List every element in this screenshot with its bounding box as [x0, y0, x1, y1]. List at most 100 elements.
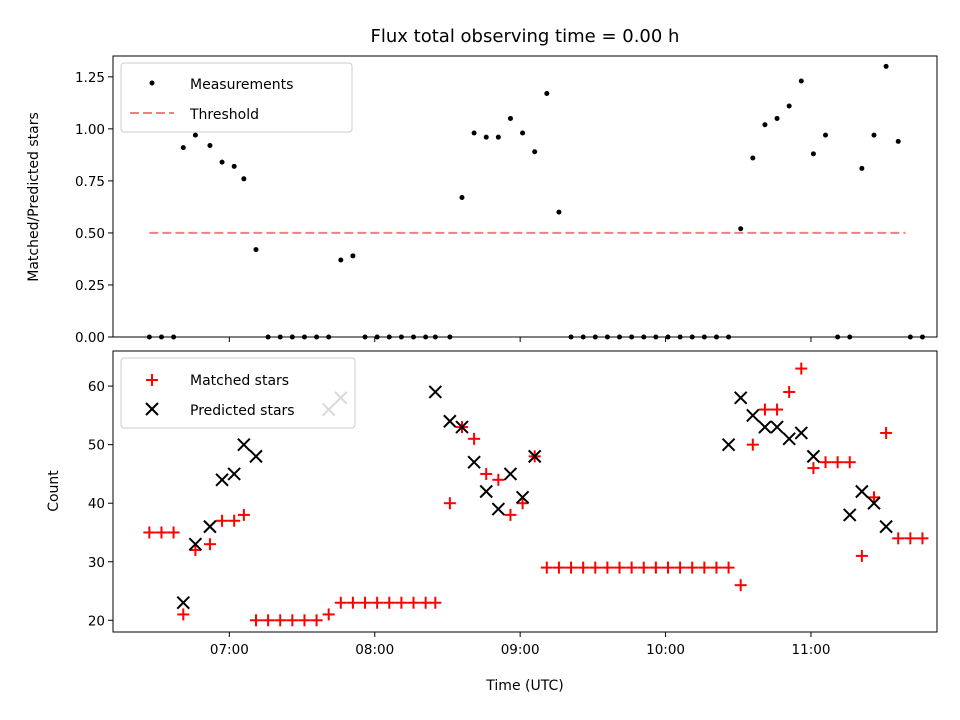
matched-star-point: [216, 514, 229, 527]
matched-star-point: [880, 426, 893, 439]
matched-star-point: [577, 561, 590, 574]
measurement-point: [532, 149, 538, 155]
predicted-star-point: [794, 426, 808, 440]
matched-star-point: [407, 596, 420, 609]
measurement-point: [895, 138, 901, 144]
matched-star-point: [468, 432, 481, 445]
time-x-axis-label: Time (UTC): [485, 678, 563, 694]
matched-star-point: [480, 467, 493, 480]
measurement-point: [750, 155, 756, 161]
matched-star-point: [783, 385, 796, 398]
legend-matched-marker: [146, 374, 158, 386]
ratio-legend: Measurements Threshold: [120, 62, 353, 133]
matched-star-point: [177, 608, 190, 621]
matched-star-point: [698, 561, 711, 574]
ratio-marks: [146, 63, 925, 340]
count-y-tick-label: 50: [88, 438, 105, 454]
measurement-point: [507, 115, 513, 121]
time-x-tick-label: 07:00: [210, 642, 249, 658]
matched-star-point: [771, 403, 784, 416]
matched-star-point: [904, 532, 917, 545]
time-x-axis: 07:00 08:00 09:00 10:00 11:00: [210, 632, 830, 658]
matched-star-point: [819, 456, 832, 469]
matched-star-point: [686, 561, 699, 574]
predicted-star-point: [249, 449, 263, 464]
legend-predicted-marker: [145, 402, 159, 416]
matched-star-point: [443, 497, 456, 510]
matched-star-point: [310, 614, 323, 627]
legend-measurements-label: Measurements: [190, 77, 293, 93]
matched-star-point: [516, 497, 529, 510]
time-x-tick-label: 10:00: [646, 642, 685, 658]
matched-star-point: [601, 561, 614, 574]
matched-star-point: [916, 532, 929, 545]
measurement-point: [810, 151, 816, 157]
ratio-axes-frame: [112, 55, 938, 338]
predicted-star-point: [176, 596, 190, 610]
measurement-point: [823, 132, 829, 138]
predicted-star-point: [515, 490, 530, 505]
ratio-y-tick-label: 0.75: [75, 174, 105, 190]
matched-star-point: [249, 614, 262, 627]
predicted-star-point: [428, 385, 443, 399]
count-y-axis-label: Count: [46, 470, 62, 512]
matched-star-point: [565, 561, 578, 574]
count-y-tick-label: 30: [88, 555, 105, 571]
count-legend: Matched stars Predicted stars: [120, 357, 356, 429]
predicted-star-point: [770, 420, 784, 434]
matched-star-point: [262, 614, 275, 627]
measurement-point: [544, 90, 550, 96]
matched-star-point: [552, 561, 565, 574]
matched-star-point: [722, 561, 735, 574]
matched-star-point: [155, 526, 168, 539]
matched-star-point: [286, 614, 299, 627]
matched-star-point: [298, 614, 311, 627]
measurement-point: [495, 134, 501, 140]
predicted-star-point: [879, 519, 893, 534]
matched-star-point: [892, 532, 905, 545]
matched-star-point: [649, 561, 662, 574]
predicted-star-point: [733, 391, 748, 405]
measurement-point: [338, 257, 344, 263]
ratio-y-tick-label: 0.50: [75, 226, 105, 242]
matched-star-point: [674, 561, 687, 574]
matched-star-point: [855, 549, 868, 562]
measurement-point: [738, 226, 744, 232]
measurement-point: [774, 115, 780, 121]
predicted-star-point: [843, 508, 857, 522]
ratio-panel: 0.00 0.25 0.50 0.75 1.00 1.25 Matched/Predict…: [26, 55, 938, 346]
ratio-y-axis-label: Matched/Predicted stars: [26, 112, 42, 282]
matched-star-point: [203, 538, 216, 551]
measurement-point: [192, 132, 198, 138]
count-panel: 20 30 40 50 60 07:00 08:00 09:00 10:00 11:00 Cou…: [46, 350, 938, 694]
matched-star-point: [807, 462, 820, 475]
predicted-star-point: [491, 502, 506, 516]
count-legend-box: [120, 357, 356, 429]
measurement-point: [253, 247, 259, 253]
matched-star-point: [613, 561, 626, 574]
matched-star-point: [831, 456, 844, 469]
matched-star-point: [843, 456, 856, 469]
predicted-star-point: [527, 449, 542, 464]
matched-star-point: [625, 561, 638, 574]
matched-star-point: [383, 596, 396, 609]
count-marks: [143, 362, 929, 627]
chart-title: Flux total observing time = 0.00 h: [371, 26, 680, 47]
predicted-star-point: [443, 414, 457, 428]
matched-star-point: [710, 561, 723, 574]
predicted-star-point: [188, 537, 203, 551]
predicted-star-point: [746, 408, 760, 423]
count-y-axis: 20 30 40 50 60: [88, 379, 113, 629]
matched-star-point: [758, 403, 771, 416]
matched-star-point: [540, 561, 553, 574]
measurement-point: [762, 122, 768, 128]
matched-star-point: [371, 596, 384, 609]
measurement-point: [459, 195, 465, 201]
matched-star-point: [795, 362, 808, 375]
legend-predicted-label: Predicted stars: [190, 403, 295, 419]
legend-matched-label: Matched stars: [190, 373, 289, 389]
ratio-y-tick-label: 1.00: [75, 122, 105, 138]
measurement-point: [556, 209, 562, 215]
matched-star-point: [228, 514, 241, 527]
predicted-star-point: [721, 437, 736, 452]
